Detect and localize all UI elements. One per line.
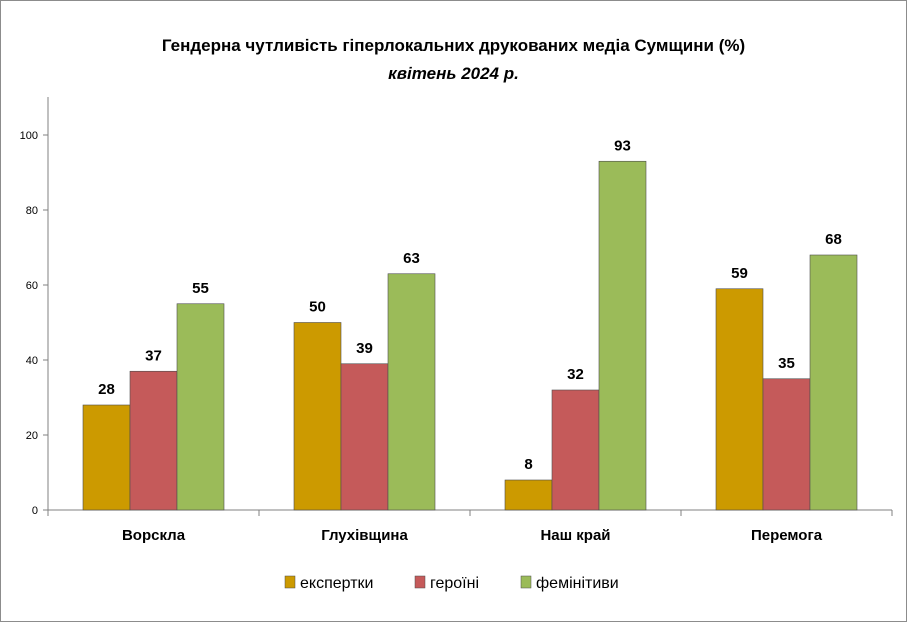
bar	[293, 322, 342, 511]
data-label: 59	[731, 265, 748, 282]
chart-subtitle: квітень 2024 р.	[388, 64, 519, 83]
bar	[129, 370, 178, 511]
data-label: 32	[567, 366, 584, 383]
data-label: 39	[356, 340, 373, 357]
y-tick-label: 20	[26, 430, 38, 442]
y-tick-label: 40	[26, 355, 38, 367]
data-label: 8	[524, 456, 532, 473]
y-tick-label: 60	[26, 280, 38, 292]
axes: 0 20 40 60 80 100 Ворскла Глухівщина Наш край Пер…	[20, 97, 893, 544]
category-label: Глухівщина	[321, 527, 408, 544]
data-label: 63	[403, 250, 420, 267]
y-tick-label: 100	[20, 130, 38, 142]
bar	[762, 378, 811, 511]
chart-title: Гендерна чутливість гіперлокальних друко…	[161, 36, 746, 55]
legend-swatch	[284, 575, 296, 589]
bar	[715, 288, 764, 511]
bar	[809, 254, 858, 511]
bar	[551, 389, 600, 511]
category-label: Перемога	[751, 527, 823, 544]
legend-swatch	[520, 575, 532, 589]
data-label: 37	[145, 347, 162, 364]
bar	[176, 303, 225, 511]
data-label: 68	[825, 231, 842, 248]
y-tick-label: 0	[32, 505, 38, 517]
category-label: Наш край	[540, 527, 610, 544]
legend-swatch	[414, 575, 426, 589]
bar	[82, 404, 131, 511]
category-label: Ворскла	[122, 527, 186, 544]
bar	[504, 479, 553, 511]
legend: експертки героїні фемінітиви	[284, 575, 619, 592]
data-label: 55	[192, 280, 209, 297]
legend-label: експертки	[300, 575, 373, 592]
data-label: 50	[309, 299, 326, 316]
data-label: 28	[98, 381, 115, 398]
data-label: 93	[614, 137, 631, 154]
legend-label: героїні	[430, 575, 479, 592]
bar	[387, 273, 436, 511]
data-labels: 28 37 55 50 39 63 8 32 93 59 35 68	[98, 137, 842, 473]
bars	[82, 160, 858, 511]
y-tick-label: 80	[26, 205, 38, 217]
legend-label: фемінітиви	[536, 575, 619, 592]
bar	[598, 160, 647, 511]
data-label: 35	[778, 355, 795, 372]
bar	[340, 363, 389, 511]
